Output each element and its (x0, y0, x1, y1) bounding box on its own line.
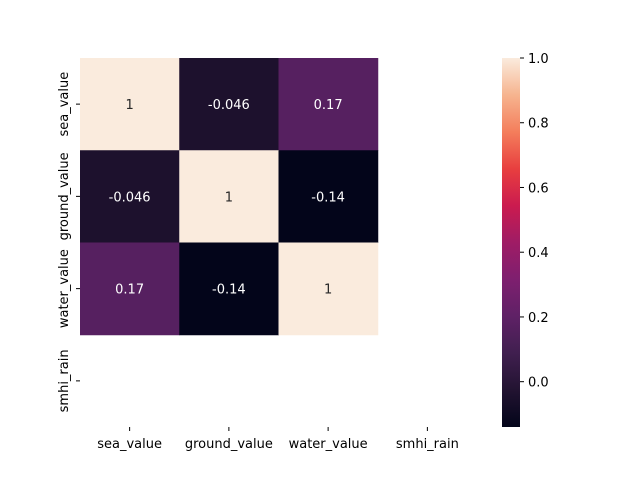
heatmap-cell-0-2 (278, 58, 379, 151)
heatmap-cell-1-0 (80, 150, 180, 243)
y-tick-label-0: sea_value (57, 72, 72, 137)
cell-label-1-0: -0.046 (109, 190, 151, 205)
cell-label-1-1: 1 (225, 190, 233, 205)
cell-label-2-0: 0.17 (115, 283, 144, 298)
x-tick-label-3: smhi_rain (396, 437, 459, 452)
heatmap-cell-0-1 (179, 58, 279, 151)
colorbar-tick-label-2: 0.4 (528, 246, 549, 261)
y-tick-label-3: smhi_rain (57, 349, 72, 412)
heatmap-cell-2-1 (179, 242, 279, 336)
y-tick-label-2: water_value (57, 249, 72, 328)
x-tick-label-2: water_value (289, 437, 368, 452)
heatmap-cell-1-2 (278, 150, 379, 243)
cell-label-0-1: -0.046 (208, 98, 250, 113)
x-axis-ticks: sea_value ground_value water_value smhi_rai… (97, 427, 459, 452)
x-tick-label-1: ground_value (185, 437, 273, 452)
heatmap-cell-2-0 (80, 242, 180, 336)
y-axis-ticks: sea_value ground_value water_value smhi_rai… (57, 72, 80, 412)
cell-label-0-0: 1 (125, 98, 133, 113)
cell-label-1-2: -0.14 (311, 190, 345, 205)
cell-annotations: 1 -0.046 0.17 -0.046 1 -0.14 0.17 -0.14 1 (109, 98, 345, 298)
colorbar-gradient (502, 58, 520, 427)
heatmap-cell-1-1 (179, 150, 279, 243)
x-tick-label-0: sea_value (97, 437, 162, 452)
colorbar-tick-label-1: 0.2 (528, 311, 549, 326)
cell-label-2-1: -0.14 (212, 283, 246, 298)
cell-label-0-2: 0.17 (314, 98, 343, 113)
colorbar-tick-label-3: 0.6 (528, 181, 549, 196)
colorbar: 0.0 0.2 0.4 0.6 0.8 1.0 (502, 52, 549, 427)
colorbar-tick-label-4: 0.8 (528, 117, 549, 132)
colorbar-tick-label-0: 0.0 (528, 376, 549, 391)
cell-label-2-2: 1 (324, 283, 332, 298)
heatmap-cells (80, 58, 379, 336)
y-tick-label-1: ground_value (57, 152, 72, 240)
colorbar-tick-label-5: 1.0 (528, 52, 549, 67)
heatmap-cell-2-2 (278, 242, 379, 336)
heatmap-cell-0-0 (80, 58, 180, 151)
